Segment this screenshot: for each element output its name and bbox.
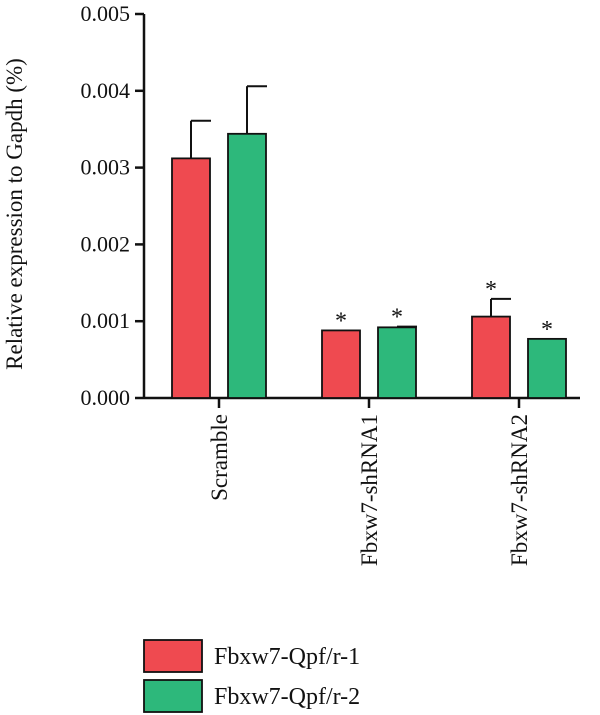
bar	[471, 315, 511, 399]
x-axis: Scramble Fbxw7-shRNA1 Fbxw7-shRNA2	[144, 396, 580, 566]
category-label: Scramble	[207, 414, 232, 501]
bar	[377, 326, 417, 399]
category-label: Fbxw7-shRNA1	[357, 414, 382, 566]
y-tick-label: 0.005	[81, 1, 131, 26]
y-tick-label: 0.001	[81, 308, 131, 333]
y-tick-label: 0.002	[81, 231, 131, 256]
legend-label: Fbxw7-Qpf/r-2	[214, 684, 360, 710]
significance-marker: *	[335, 308, 347, 334]
bar	[171, 157, 211, 399]
y-tick-label: 0.003	[81, 155, 131, 180]
legend: Fbxw7-Qpf/r-1 Fbxw7-Qpf/r-2	[143, 639, 360, 713]
legend-label: Fbxw7-Qpf/r-1	[214, 644, 360, 670]
significance-marker: *	[485, 277, 497, 303]
category-label: Fbxw7-shRNA2	[507, 414, 532, 566]
y-ticks: 0.000 0.001 0.002 0.003 0.004 0.005	[81, 1, 144, 410]
bar	[527, 337, 567, 399]
bar	[227, 132, 267, 399]
y-axis-title: Relative expression to Gapdh (%)	[2, 58, 27, 370]
bars: * * * *	[171, 85, 567, 399]
legend-swatch	[143, 679, 203, 713]
significance-marker: *	[391, 305, 403, 331]
y-tick-label: 0.000	[81, 385, 131, 410]
y-tick-label: 0.004	[81, 78, 131, 103]
x-ticks: Scramble Fbxw7-shRNA1 Fbxw7-shRNA2	[207, 398, 532, 566]
bar	[321, 329, 361, 399]
y-axis: 0.000 0.001 0.002 0.003 0.004 0.005 Relative …	[2, 1, 146, 410]
significance-marker: *	[541, 317, 553, 343]
legend-swatch	[143, 639, 203, 673]
